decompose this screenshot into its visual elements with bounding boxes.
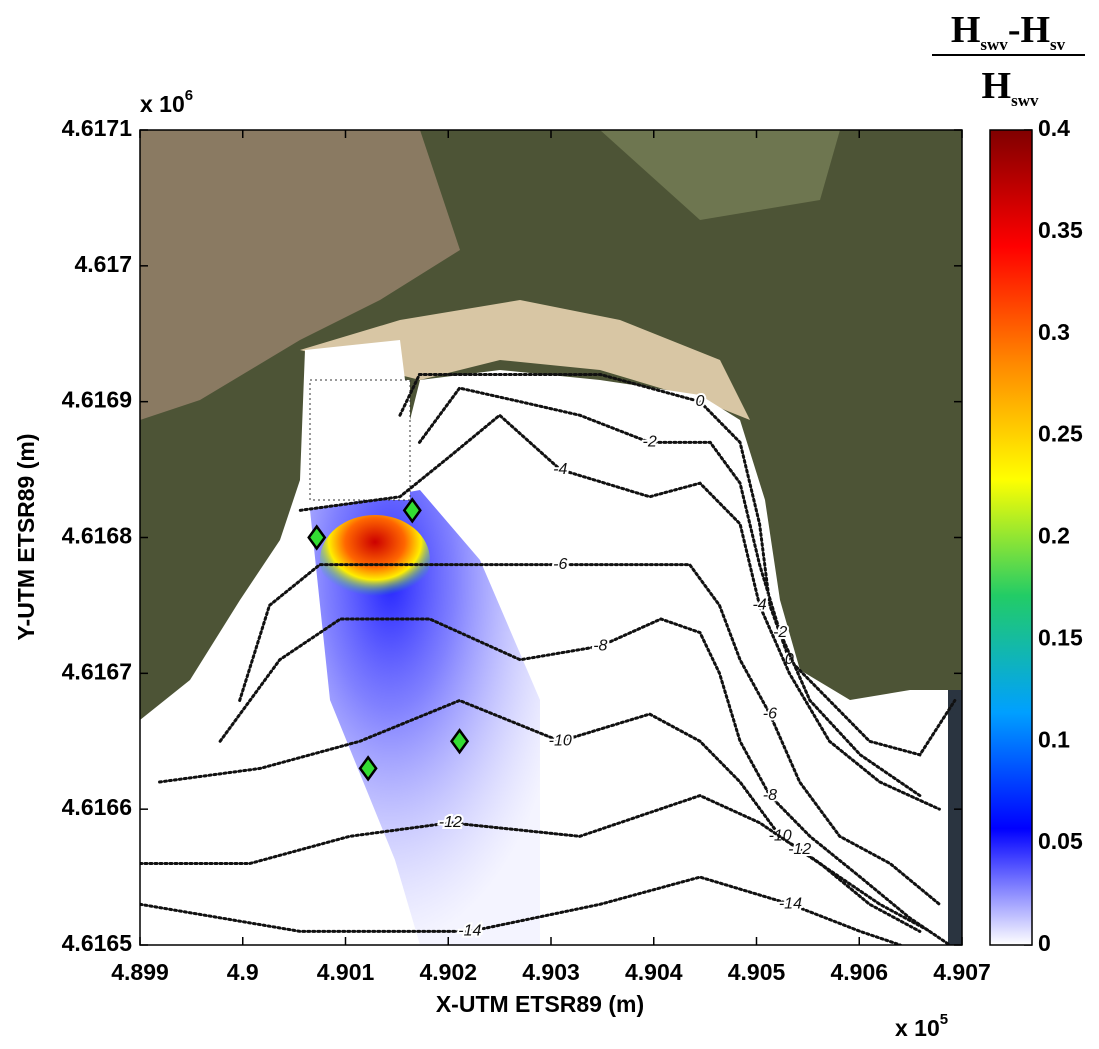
colorbar-title-numerator: Hswv-Hsv (951, 9, 1066, 54)
colorbar-tick-label: 0 (1038, 930, 1051, 956)
y-multiplier-exponent: 6 (185, 87, 193, 104)
wave-reduction-peak (320, 515, 430, 605)
x-multiplier-base: x 10 (895, 1015, 940, 1041)
contour-label: -2 (773, 624, 787, 641)
colorbar-tick-label: 0.2 (1038, 523, 1070, 549)
colorbar-title-denominator: Hswv (982, 65, 1039, 110)
map-background (140, 130, 962, 945)
chart: 00-2-2-4-4-6-6-8-8-10-10-12-12-14-14 4.8… (0, 0, 1099, 1044)
colorbar (990, 130, 1032, 945)
colorbar-tick-label: 0.3 (1038, 319, 1070, 345)
y-tick-label: 4.6169 (62, 387, 132, 413)
y-axis-label: Y-UTM ETSR89 (m) (13, 433, 39, 640)
contour-label: -6 (763, 705, 777, 722)
x-tick-label: 4.901 (317, 959, 375, 985)
edge-rock (948, 690, 962, 945)
contour-label: -4 (752, 597, 766, 614)
symbol: -H (1008, 9, 1050, 51)
subscript: swv (1011, 91, 1039, 110)
x-tick-label: 4.899 (111, 959, 169, 985)
y-tick-label: 4.617 (74, 251, 132, 277)
contour-label: -12 (788, 841, 811, 858)
contour-label: -8 (763, 787, 777, 804)
subscript: swv (980, 35, 1008, 54)
contour-label: -10 (549, 732, 572, 749)
colorbar-tick-label: 0.25 (1038, 421, 1083, 447)
x-multiplier: x 105 (895, 1011, 948, 1041)
x-tick-label: 4.9 (227, 959, 259, 985)
contour-label: 0 (696, 393, 705, 410)
colorbar-tick-label: 0.15 (1038, 624, 1083, 650)
y-tick-label: 4.6171 (62, 115, 133, 141)
y-tick-label: 4.6165 (62, 930, 133, 956)
contour-label: -12 (439, 814, 462, 831)
contour-label: -8 (593, 637, 607, 654)
colorbar-tick-label: 0.35 (1038, 217, 1083, 243)
x-tick-label: 4.905 (728, 959, 786, 985)
contour-label: -14 (458, 923, 481, 940)
contour-label: -2 (643, 434, 657, 451)
x-tick-label: 4.904 (625, 959, 683, 985)
colorbar-tick-label: 0.05 (1038, 828, 1083, 854)
x-multiplier-exponent: 5 (940, 1011, 948, 1028)
y-tick-label: 4.6166 (62, 794, 132, 820)
symbol: H (951, 9, 981, 51)
y-tick-label: 4.6168 (62, 523, 133, 549)
subscript: sv (1050, 35, 1066, 54)
x-tick-label: 4.902 (419, 959, 477, 985)
x-axis-label: X-UTM ETSR89 (m) (436, 991, 644, 1017)
contour-label: -14 (779, 895, 802, 912)
colorbar-tick-label: 0.4 (1038, 115, 1070, 141)
x-tick-label: 4.906 (830, 959, 888, 985)
contour-label: -6 (553, 556, 567, 573)
y-multiplier-base: x 10 (140, 91, 185, 117)
x-tick-label: 4.903 (522, 959, 580, 985)
harbour (310, 380, 410, 500)
y-tick-label: 4.6167 (62, 658, 132, 684)
x-tick-label: 4.907 (933, 959, 991, 985)
contour-label: -4 (553, 461, 567, 478)
y-multiplier: x 106 (140, 87, 193, 117)
colorbar-tick-label: 0.1 (1038, 726, 1070, 752)
symbol: H (982, 65, 1012, 107)
